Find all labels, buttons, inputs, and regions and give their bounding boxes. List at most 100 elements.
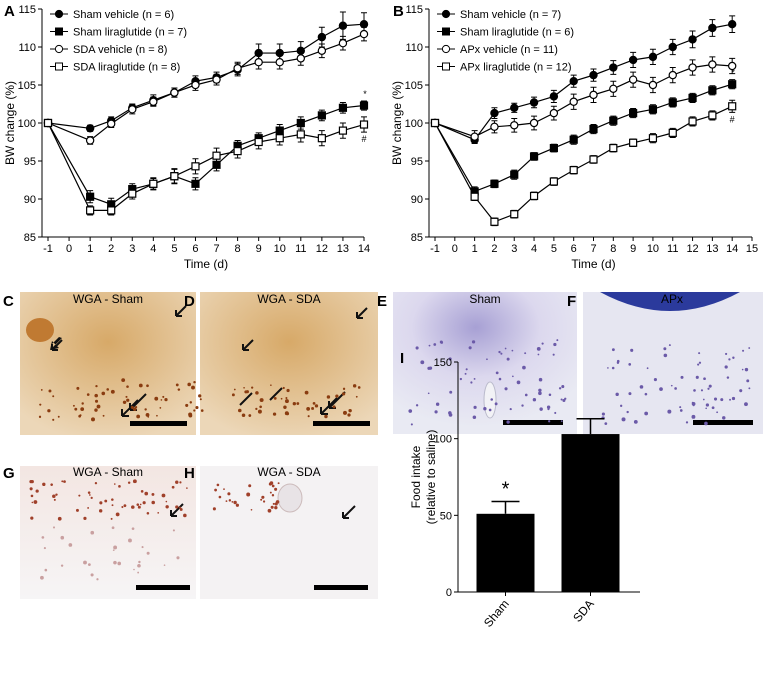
marker [296,130,305,139]
speck [72,404,75,407]
speck [68,543,73,547]
speck [748,387,751,390]
speck [75,508,79,512]
speck [228,499,232,502]
speck [306,407,311,411]
speck [101,391,106,396]
x-tick-label: 8 [610,243,616,255]
speck [137,505,141,509]
speck [739,389,743,393]
speck [548,393,552,397]
speck [128,538,132,543]
speck [52,494,56,498]
y-tick-label: 90 [24,194,36,206]
marker [490,179,499,188]
dark-region [600,292,740,311]
marker [191,179,200,188]
speck [74,407,78,411]
marker [430,118,440,128]
marker [317,32,327,42]
speck [233,500,237,505]
speck [708,384,712,388]
x-tick-label: 4 [150,243,156,255]
speck [183,513,187,518]
speck [235,503,239,507]
speck [352,384,357,388]
marker [191,162,200,171]
speck [341,392,346,396]
marker [708,23,717,33]
speck [546,405,551,409]
speck [162,395,165,398]
marker [569,166,578,175]
speck [732,356,735,359]
marker [708,60,717,69]
speck [601,412,605,416]
speck [314,404,319,408]
speck [96,578,99,581]
speck [89,494,91,496]
speck [60,564,64,567]
marker [569,97,578,106]
speck [53,498,56,501]
micrograph [200,292,378,435]
series-line [434,23,733,141]
speck [498,377,502,381]
speck [111,504,114,507]
speck [473,377,476,380]
series-line [434,83,733,193]
panel-label: E [377,293,387,310]
legend-marker [441,44,451,54]
x-tick-label: 1 [472,243,478,255]
arrow [121,393,147,417]
speck [111,526,115,530]
speck [113,483,116,485]
marker [529,98,539,107]
legend-marker [442,27,450,36]
panel-label: B [393,3,404,20]
scale-bar [136,585,190,590]
legend-marker [54,9,64,19]
speck [433,343,437,346]
speck [275,500,280,504]
speck [283,405,287,409]
marker [728,80,737,89]
speck [145,412,150,417]
y-tick-label: 95 [411,156,423,168]
marker [470,132,479,141]
speck [483,407,487,411]
speck [61,480,64,483]
x-tick-label: 15 [746,243,758,255]
marker [359,20,369,29]
marker [149,179,158,188]
speck [698,361,702,364]
speck [270,505,274,509]
speck [674,387,677,390]
arrow [170,503,184,517]
x-tick-label: 14 [726,243,738,255]
panel-label: C [3,293,14,310]
speck [703,377,706,381]
speck [439,340,443,344]
legend-marker [55,62,63,71]
x-tick-label: 5 [551,243,557,255]
speck [538,391,542,396]
marker [359,29,369,39]
marker [510,210,519,219]
scale-bar [314,585,368,590]
x-tick-label: -1 [43,243,53,255]
x-tick-label: 8 [235,243,241,255]
x-tick-label: 12 [316,243,328,255]
speck [94,482,98,485]
speck [55,493,58,496]
marker [85,136,95,145]
speck [274,487,278,491]
speck [136,503,140,506]
speck [146,384,149,388]
speck [621,417,626,422]
speck [498,350,501,354]
marker [317,111,326,120]
speck [157,511,160,514]
speck [110,389,115,394]
speck [335,394,339,398]
